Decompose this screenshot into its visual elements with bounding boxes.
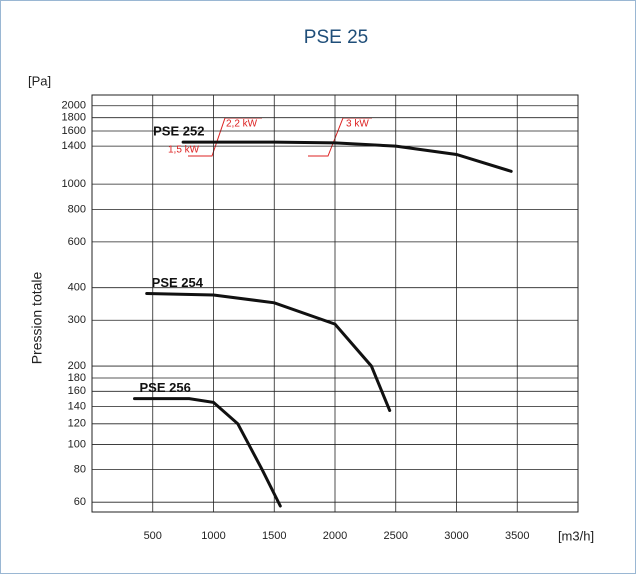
y-tick-label: 120 (68, 418, 86, 430)
x-unit: [m3/h] (558, 528, 594, 543)
chart-title: PSE 25 (304, 27, 368, 48)
y-tick-label: 2000 (62, 100, 86, 112)
y-tick-label: 400 (68, 282, 86, 294)
y-tick-label: 80 (74, 464, 86, 476)
series-line (133, 397, 282, 508)
y-tick-label: 140 (68, 400, 86, 412)
y-tick-label: 800 (68, 203, 86, 215)
series-line (145, 292, 392, 412)
series-label: PSE 254 (152, 275, 204, 290)
annotation: 1,5 kW (168, 145, 200, 156)
y-tick-label: 100 (68, 438, 86, 450)
x-tick-label: 1000 (201, 530, 225, 542)
y-tick-label: 60 (74, 496, 86, 508)
x-tick-label: 500 (144, 530, 162, 542)
y-tick-label: 600 (68, 236, 86, 248)
y-tick-label: 1000 (62, 178, 86, 190)
annotation: 3 kW (346, 119, 369, 130)
series-line (181, 140, 513, 173)
series-label: PSE 252 (153, 124, 204, 139)
x-tick-label: 2000 (323, 530, 347, 542)
x-tick-label: 2500 (384, 530, 408, 542)
x-tick-label: 3500 (505, 530, 529, 542)
series-label: PSE 256 (140, 380, 191, 395)
y-tick-label: 160 (68, 385, 86, 397)
x-tick-label: 1500 (262, 530, 286, 542)
y-tick-label: 180 (68, 372, 86, 384)
y-axis-label: Pression totale (29, 271, 45, 364)
y-tick-label: 200 (68, 360, 86, 372)
y-tick-label: 1600 (62, 125, 86, 137)
x-tick-label: 3000 (444, 530, 468, 542)
y-tick-label: 1800 (62, 112, 86, 124)
y-tick-label: 1400 (62, 140, 86, 152)
y-tick-label: 300 (68, 314, 86, 326)
annotation: 2,2 kW (226, 119, 258, 130)
y-unit: [Pa] (28, 73, 51, 88)
